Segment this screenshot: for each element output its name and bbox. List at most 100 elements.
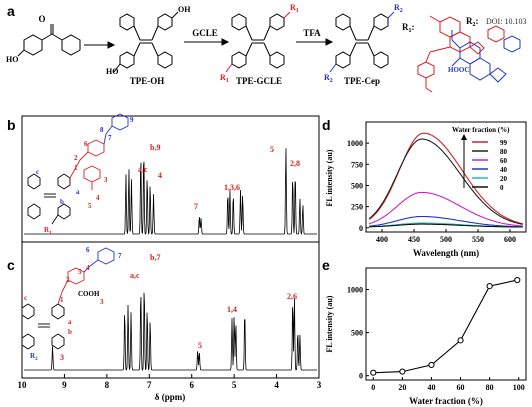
nmr-c-struct-1: 1 (60, 296, 64, 304)
nmr-b-peak-7: 7 (194, 202, 198, 211)
nmr-panels: 10 9 8 7 6 5 4 3 c a b 1 2 3 4 5 6 (18, 113, 322, 402)
nmr-b-struct-8: 8 (100, 126, 104, 134)
nmr-b-r1: R1 (44, 226, 52, 236)
tpe-cep-structure (335, 13, 389, 69)
synthesis-scheme: O HO OH HO TPE-OH TPE-GCLE TPE-Cep GCLE … (6, 3, 526, 93)
chart-e-point (457, 337, 464, 344)
nmr-b-peak-136: 1,3,6 (224, 183, 240, 192)
nmr-b-peak-28: 2,8 (290, 159, 300, 168)
nmr-x-axis-label: δ (ppm) (155, 392, 185, 402)
compound-label-tpe-oh: TPE-OH (130, 76, 165, 86)
chart-d-series-line (369, 191, 523, 227)
chart-d-xtick-label: 550 (472, 235, 484, 244)
tpe-gcle-structure (231, 13, 285, 69)
nmr-x-axis: 10 9 8 7 6 5 4 3 (18, 374, 322, 390)
r1-label-top: R1 (290, 3, 299, 14)
nmr-b-struct-9: 9 (130, 116, 134, 124)
nmr-c-cooh: COOH (78, 290, 100, 298)
nmr-c-r2: R2 (30, 352, 38, 362)
chart-d-series-line (369, 215, 523, 228)
chart-d-xlabel: Wavelength (nm) (413, 248, 479, 258)
chart-e-ytick-label: 1000 (347, 286, 363, 295)
nmr-c-peak-b7: b,7 (150, 253, 160, 262)
nmr-b-peak-5: 5 (270, 145, 274, 154)
nmr-c-spectrum (24, 292, 317, 372)
nmr-b-struct-b: b (60, 198, 64, 206)
ho-label: HO (6, 55, 18, 64)
nmr-b-struct-7: 7 (108, 134, 112, 142)
chart-d-ytick-label: 750 (351, 160, 363, 169)
chart-e-ytick-label: 500 (351, 329, 363, 338)
nmr-c-structure (21, 303, 65, 350)
nmr-b-struct-4: 4 (96, 194, 100, 202)
chart-d-legend-title: Water fraction (%) (452, 126, 510, 134)
chart-d-ytick-label: 250 (351, 203, 363, 212)
nmr-trace (24, 292, 317, 372)
nmr-c-struct-7: 7 (118, 252, 122, 260)
chart-e-point (486, 282, 493, 290)
nmr-b-peak-b9: b,9 (150, 143, 160, 152)
chart-d-ytick-label: 500 (351, 181, 363, 190)
chart-e-point (399, 368, 406, 375)
chart-d-legend-label: 40 (500, 166, 508, 174)
chart-e-xtick-label: 0 (371, 383, 375, 392)
r2-hooc-label: HOOC (448, 66, 469, 74)
nmr-x-tick-label: 8 (105, 380, 110, 390)
nmr-b-struct-3: 3 (104, 176, 108, 184)
chart-d-legend-label: 0 (500, 184, 504, 192)
nmr-c-peak-5: 5 (198, 341, 202, 350)
r1-definition-label: R1: (402, 22, 415, 34)
nmr-c-struct-b: b (68, 328, 72, 336)
chart-e-line (373, 279, 518, 374)
chart-e-series (370, 276, 521, 376)
r1-substituent-structure (417, 15, 505, 93)
chart-d-xtick-label: 450 (408, 235, 420, 244)
doi-text: DOI: 10.103 (486, 17, 526, 26)
reagent-tfa: TFA (303, 28, 321, 38)
chart-d-xtick-label: 600 (504, 235, 516, 244)
nmr-b-struct-a: a (76, 188, 80, 196)
nmr-c-struct-4: 4 (86, 264, 90, 272)
nmr-b-struct-2: 2 (74, 154, 78, 162)
ho-label-2: HO (106, 67, 118, 76)
chart-e-xtick-label: 100 (513, 383, 525, 392)
chart-e-xtick-label: 20 (398, 383, 406, 392)
nmr-b-struct-5: 5 (88, 202, 92, 210)
chart-d-legend-label: 20 (500, 175, 508, 183)
nmr-b-struct-c: c (36, 168, 39, 176)
chart-e-xtick-label: 80 (486, 383, 494, 392)
nmr-frame (21, 115, 320, 379)
nmr-c-peak-26: 2,6 (287, 292, 297, 301)
chart-e-ylabel: FL intensity (au) (325, 295, 334, 352)
oh-label: OH (178, 5, 191, 14)
nmr-x-tick-label: 4 (274, 380, 279, 390)
nmr-b-peak-4: 4 (158, 171, 162, 180)
compound-label-tpe-gcle: TPE-GCLE (236, 76, 282, 86)
panel-label-a: a (7, 3, 15, 19)
chart-e-point (514, 276, 521, 284)
nmr-x-tick-label: 9 (62, 380, 67, 390)
chart-d-series (368, 132, 523, 228)
nmr-b-struct-1: 1 (74, 164, 78, 172)
panel-label-c: c (7, 257, 15, 273)
chart-d-legend-label: 60 (500, 157, 508, 165)
nmr-b-peak-ac: a,c (138, 165, 148, 174)
r1-label-bottom: R1 (220, 73, 229, 84)
chart-e-point (370, 369, 377, 376)
nmr-c-peak-ac: a,c (130, 271, 140, 280)
chart-d-series-line (368, 138, 523, 225)
ketone-o-label: O (38, 14, 45, 24)
nmr-x-tick-label: 6 (189, 380, 194, 390)
nmr-c-struct-2: 2 (66, 276, 70, 284)
nmr-c-struct-3: 3 (100, 298, 104, 306)
chart-d-series-line (369, 223, 523, 228)
nmr-x-tick-label: 7 (147, 380, 152, 390)
nmr-c-peak-3: 3 (60, 353, 64, 362)
chart-d-ytick-label: 0 (359, 224, 363, 233)
panel-label-e: e (322, 257, 330, 273)
